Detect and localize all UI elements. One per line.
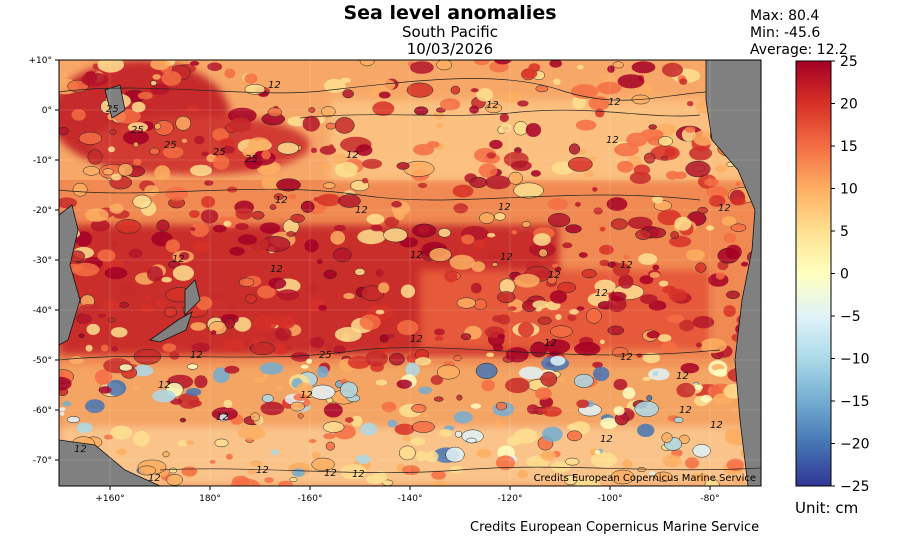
contour-label: 12 (216, 412, 229, 423)
lon-tick-label: -120° (498, 494, 523, 504)
contour-label: 12 (74, 444, 87, 455)
colorbar-tick-label: 5 (840, 224, 849, 240)
contour-label: 25 (131, 125, 144, 136)
map-title: Sea level anomalies (343, 2, 557, 24)
contour-label: 12 (300, 390, 313, 401)
stat-average: Average: 12.2 (750, 42, 848, 58)
lat-tick-label: -60° (33, 406, 52, 416)
contour-label: 12 (608, 97, 621, 108)
lat-tick-label: -70° (33, 456, 52, 466)
contour-label: 12 (270, 264, 283, 275)
contour-label: 12 (256, 465, 269, 476)
map-date: 10/03/2026 (406, 40, 494, 58)
contour-label: 12 (324, 468, 337, 479)
contour-label: 25 (245, 154, 258, 165)
lat-tick-label: -50° (33, 356, 52, 366)
colorbar-tick-label: 25 (840, 54, 858, 70)
lon-tick-label: -160° (298, 494, 323, 504)
longitude-axis: +160° 180° -160° -140° -120° -100° -80° (95, 60, 720, 504)
contour-label: 12 (148, 473, 161, 484)
lon-tick-label: -80° (700, 494, 719, 504)
colorbar-unit: Unit: cm (795, 499, 859, 517)
contour-label: 25 (164, 140, 177, 151)
colorbar-tick-label: 10 (840, 182, 858, 198)
stat-max: Max: 80.4 (750, 8, 820, 24)
contour-label: 25 (213, 147, 226, 158)
colorbar-tick-label: −25 (840, 479, 870, 495)
colorbar-tick-label: −10 (840, 352, 870, 368)
contour-label: 12 (410, 250, 423, 261)
colorbar-tick-label: −20 (840, 437, 870, 453)
anomaly-field: 12 12 12 12 12 12 12 12 12 12 12 12 12 12 12 12 12 12 12 12… (59, 60, 761, 486)
contour-label: 25 (319, 350, 332, 361)
lat-tick-label: -40° (33, 306, 52, 316)
lon-tick-label: +160° (95, 494, 124, 504)
contour-label: 12 (352, 469, 365, 480)
colorbar-tick-label: −5 (840, 309, 861, 325)
contour-label: 12 (679, 405, 692, 416)
lat-tick-label: +10° (29, 56, 53, 66)
lon-tick-label: 180° (199, 494, 221, 504)
contour-label: 12 (544, 338, 557, 349)
contour-label: 12 (620, 260, 633, 271)
contour-label: 12 (606, 135, 619, 146)
contour-label: 12 (600, 434, 613, 445)
lon-tick-label: -140° (398, 494, 423, 504)
colorbar-tick-label: 15 (840, 139, 858, 155)
contour-label: 12 (595, 288, 608, 299)
colorbar-ticks: 25 20 15 10 5 0 −5 −10 −15 −20 −25 (831, 54, 870, 495)
region-name: South Pacific (401, 23, 499, 41)
contour-label: 12 (172, 254, 185, 265)
inner-credits: Credits European Copernicus Marine Servi… (534, 473, 756, 484)
contour-label: 25 (106, 104, 119, 115)
colorbar-tick-label: 0 (840, 267, 849, 283)
contour-label: 12 (498, 202, 511, 213)
contour-label: 12 (275, 195, 288, 206)
contour-label: 12 (676, 371, 689, 382)
bottom-credits: Credits European Copernicus Marine Servi… (470, 520, 760, 535)
contour-label: 12 (620, 352, 633, 363)
contour-label: 12 (355, 205, 368, 216)
contour-label: 12 (486, 100, 499, 111)
lat-tick-label: -30° (33, 256, 52, 266)
lat-tick-label: -10° (33, 156, 52, 166)
contour-label: 12 (710, 420, 723, 431)
contour-label: 12 (346, 150, 359, 161)
colorbar-tick-label: −15 (840, 394, 870, 410)
contour-label: 12 (548, 270, 561, 281)
lat-tick-label: -20° (33, 206, 52, 216)
lon-tick-label: -100° (598, 494, 623, 504)
contour-label: 12 (718, 203, 731, 214)
colorbar (795, 60, 832, 487)
lat-tick-label: 0° (42, 106, 52, 116)
contour-label: 12 (190, 350, 203, 361)
latitude-axis: +10° 0° -10° -20° -30° -40° -50° -60° -70° (29, 56, 761, 466)
contour-label: 12 (500, 252, 513, 263)
contour-label: 12 (268, 80, 281, 91)
stat-min: Min: -45.6 (750, 25, 821, 41)
contour-label: 12 (410, 334, 423, 345)
colorbar-tick-label: 20 (840, 97, 858, 113)
contour-label: 12 (158, 380, 171, 391)
